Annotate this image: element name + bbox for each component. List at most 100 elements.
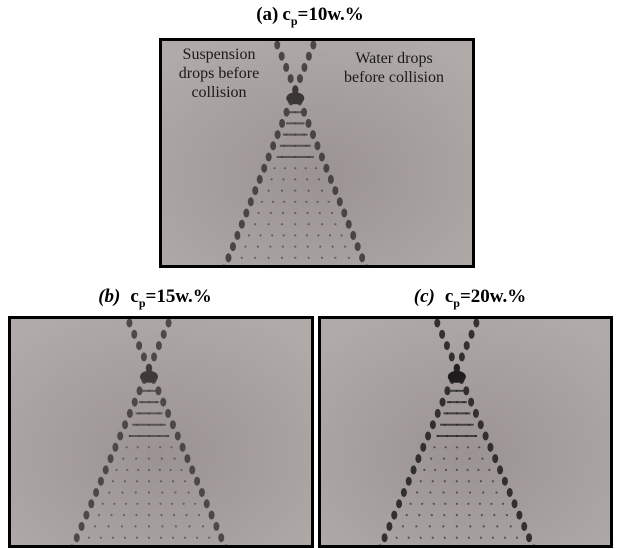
- annotation-line: Suspension: [164, 45, 274, 64]
- droplet: [171, 503, 173, 505]
- droplet: [328, 201, 330, 203]
- droplet: [467, 503, 469, 505]
- droplet: [112, 537, 114, 539]
- droplet: [467, 469, 469, 471]
- droplet: [281, 257, 283, 259]
- drop: [306, 52, 312, 61]
- drop: [230, 242, 236, 251]
- drop: [483, 432, 489, 441]
- droplet: [433, 446, 435, 448]
- drop: [301, 108, 307, 117]
- droplet: [161, 491, 163, 493]
- drop: [234, 231, 240, 240]
- droplet: [121, 525, 123, 527]
- subscript: p: [291, 14, 298, 28]
- drop: [79, 522, 85, 531]
- droplet: [148, 469, 150, 471]
- droplet: [284, 167, 286, 169]
- droplet: [88, 537, 90, 539]
- droplet: [174, 491, 176, 493]
- droplet: [490, 503, 492, 505]
- droplet: [305, 167, 307, 169]
- droplet: [410, 503, 412, 505]
- droplet: [506, 514, 508, 516]
- droplet: [294, 190, 296, 192]
- droplet: [134, 525, 136, 527]
- drop: [310, 130, 316, 139]
- droplet: [282, 246, 284, 248]
- drop: [449, 352, 455, 361]
- droplet: [415, 525, 417, 527]
- droplet: [148, 514, 150, 516]
- drop: [406, 477, 412, 486]
- droplet: [456, 503, 458, 505]
- droplet: [125, 503, 127, 505]
- droplet: [479, 503, 481, 505]
- droplet: [294, 178, 296, 180]
- droplet: [172, 537, 174, 539]
- droplet: [443, 458, 445, 460]
- droplet: [469, 491, 471, 493]
- drop: [117, 432, 123, 441]
- droplet: [445, 469, 447, 471]
- droplet: [481, 458, 483, 460]
- droplet: [283, 201, 285, 203]
- droplet: [318, 178, 320, 180]
- droplet: [421, 503, 423, 505]
- droplet: [444, 503, 446, 505]
- droplet: [126, 469, 128, 471]
- drop: [497, 465, 503, 474]
- droplet: [108, 491, 110, 493]
- droplet: [316, 201, 318, 203]
- droplet: [334, 223, 336, 225]
- figure: (a)cp=10w.% Suspension drops before coll…: [0, 0, 618, 549]
- droplet: [456, 514, 458, 516]
- drop: [359, 253, 365, 262]
- droplet: [308, 223, 310, 225]
- drop: [478, 420, 484, 429]
- drop: [516, 511, 522, 520]
- droplet: [408, 537, 410, 539]
- droplet: [172, 480, 174, 482]
- droplet: [481, 514, 483, 516]
- drop: [160, 398, 166, 407]
- drop: [314, 141, 320, 150]
- drop: [225, 253, 231, 262]
- droplet: [307, 246, 309, 248]
- drop: [108, 454, 114, 463]
- drop: [279, 119, 285, 128]
- droplet: [273, 167, 275, 169]
- droplet: [135, 514, 137, 516]
- annotation-line: before collision: [314, 68, 474, 87]
- annotation-line: drops before: [164, 64, 274, 83]
- droplet: [305, 201, 307, 203]
- droplet: [504, 537, 506, 539]
- drop: [194, 477, 200, 486]
- droplet: [496, 525, 498, 527]
- drop: [355, 242, 361, 251]
- droplet: [331, 212, 333, 214]
- droplet: [267, 223, 269, 225]
- annotation-line: collision: [164, 83, 274, 102]
- droplet: [493, 514, 495, 516]
- droplet: [319, 212, 321, 214]
- droplet: [115, 469, 117, 471]
- droplet: [306, 212, 308, 214]
- droplet: [510, 525, 512, 527]
- droplet: [254, 257, 256, 259]
- droplet: [488, 469, 490, 471]
- droplet: [492, 480, 494, 482]
- droplet: [100, 537, 102, 539]
- droplet: [420, 480, 422, 482]
- drop: [435, 409, 441, 418]
- droplet: [456, 537, 458, 539]
- droplet: [480, 537, 482, 539]
- concentration: =15w.%: [146, 286, 212, 307]
- drop: [283, 63, 289, 72]
- drop: [396, 499, 402, 508]
- droplet: [257, 246, 259, 248]
- drops: [11, 319, 311, 545]
- droplet: [124, 537, 126, 539]
- subscript: p: [139, 296, 146, 310]
- droplet: [308, 190, 310, 192]
